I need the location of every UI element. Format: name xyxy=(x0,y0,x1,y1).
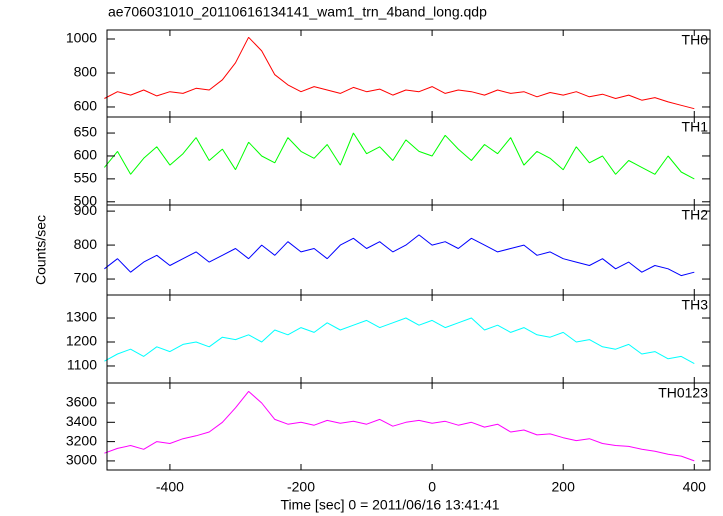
data-line xyxy=(104,234,695,277)
x-tick-label: -400 xyxy=(156,479,184,495)
y-tick-label: 1000 xyxy=(66,30,97,46)
y-tick-label: 800 xyxy=(74,64,98,80)
y-tick-label: 3200 xyxy=(66,432,97,448)
y-tick-label: 3400 xyxy=(66,413,97,429)
y-tick-label: 3000 xyxy=(66,452,97,468)
y-tick-label: 600 xyxy=(74,98,98,114)
panel-frame xyxy=(106,29,711,118)
panel-frame xyxy=(106,204,711,296)
data-line xyxy=(104,391,695,462)
chart-title: ae706031010_20110616134141_wam1_trn_4ban… xyxy=(108,4,487,20)
y-axis-label: Counts/sec xyxy=(33,215,49,285)
panel-label: TH1 xyxy=(682,119,709,135)
x-tick-label: -200 xyxy=(287,479,315,495)
x-tick-label: 0 xyxy=(428,479,436,495)
panel-label: TH2 xyxy=(682,207,709,223)
y-tick-label: 900 xyxy=(74,202,98,218)
panel-label: TH3 xyxy=(682,297,709,313)
data-line xyxy=(104,317,695,365)
panel-frame xyxy=(106,294,711,384)
y-tick-label: 1200 xyxy=(66,333,97,349)
y-tick-label: 3600 xyxy=(66,394,97,410)
panel-frame xyxy=(106,116,711,206)
y-tick-label: 700 xyxy=(74,270,98,286)
panel-label: TH0 xyxy=(682,32,709,48)
y-tick-label: 650 xyxy=(74,124,98,140)
x-tick-label: 400 xyxy=(683,479,707,495)
data-line xyxy=(104,36,695,110)
y-tick-label: 800 xyxy=(74,236,98,252)
y-tick-label: 1100 xyxy=(67,357,97,373)
data-line xyxy=(104,132,695,180)
y-tick-label: 550 xyxy=(74,170,98,186)
x-tick-label: 200 xyxy=(552,479,576,495)
y-tick-label: 1300 xyxy=(66,309,97,325)
y-tick-label: 500 xyxy=(74,192,98,208)
y-tick-label: 600 xyxy=(74,147,98,163)
panel-frame xyxy=(106,382,711,471)
panel-label: TH0123 xyxy=(658,385,708,401)
x-axis-label: Time [sec] 0 = 2011/06/16 13:41:41 xyxy=(280,497,499,513)
